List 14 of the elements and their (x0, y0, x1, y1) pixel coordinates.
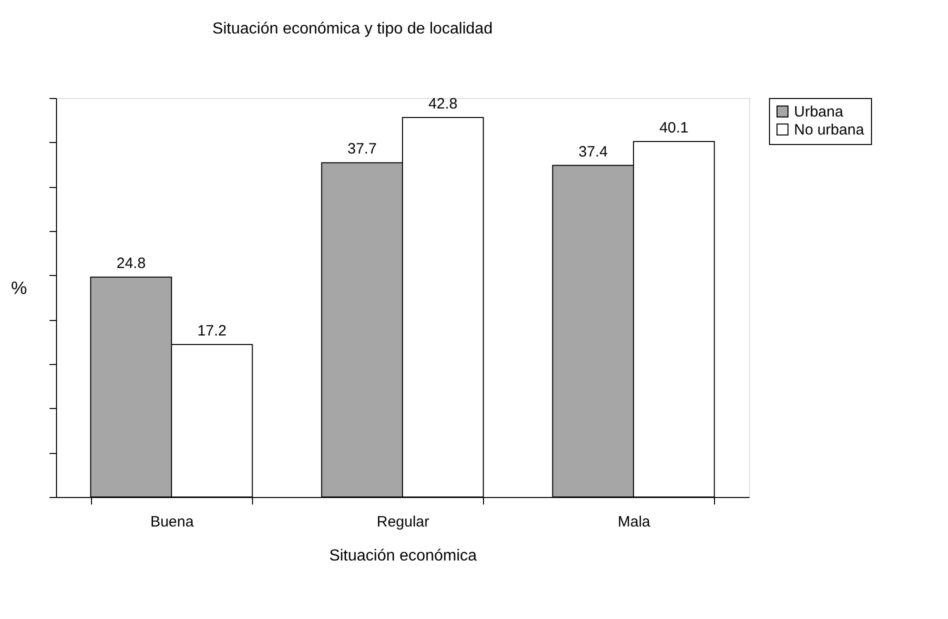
legend-label: Urbana (794, 104, 844, 120)
x-tick-label: Buena (150, 514, 194, 530)
x-axis-title: Situación económica (329, 548, 477, 564)
data-label: 24.8 (116, 255, 146, 272)
x-tick-label: Regular (376, 514, 430, 530)
data-label: 37.7 (347, 140, 377, 158)
x-tick-label: Mala (618, 514, 651, 530)
data-label: 17.2 (197, 322, 227, 340)
data-label: 37.4 (578, 143, 608, 160)
data-label: 40.1 (659, 119, 689, 136)
chart-title: Situación económica y tipo de localidad (212, 20, 493, 38)
legend-label: No urbana (794, 122, 865, 138)
data-label: 42.8 (428, 96, 458, 113)
y-axis-title: % (10, 278, 28, 298)
